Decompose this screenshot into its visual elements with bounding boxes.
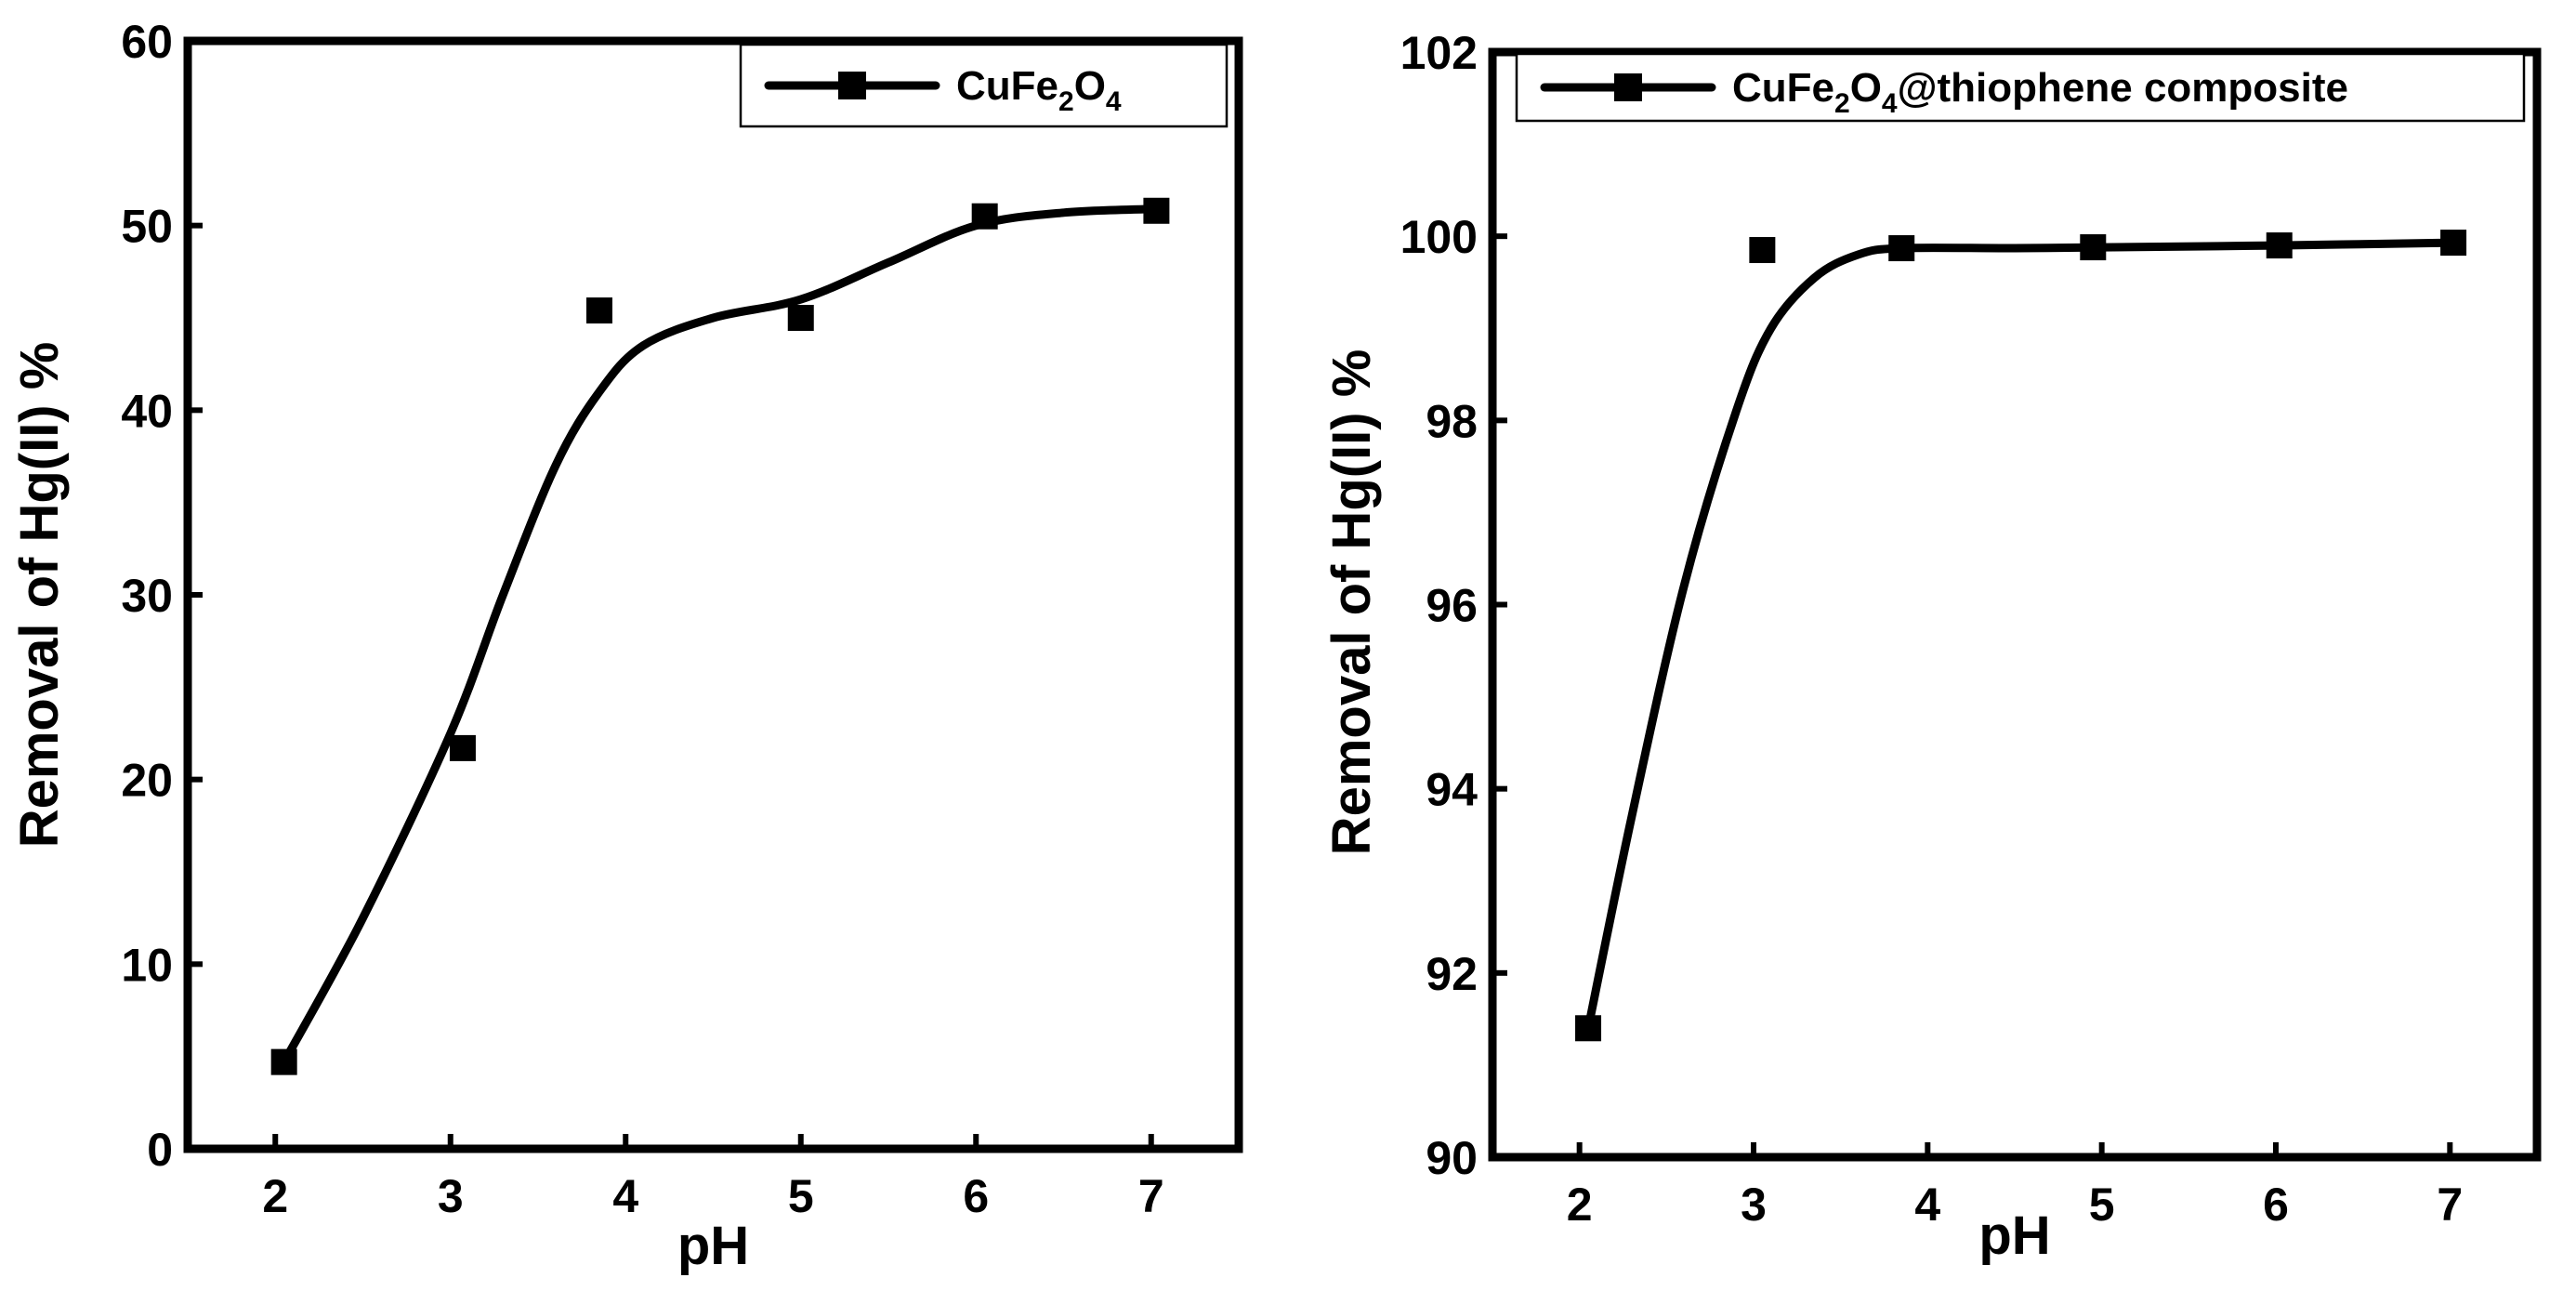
legend-subscript: 2 — [1834, 88, 1850, 119]
legend: CuFe2O4@thiophene composite — [1515, 52, 2526, 123]
legend: CuFe2O4 — [739, 43, 1229, 128]
data-point-marker — [449, 734, 476, 761]
data-point-marker — [1888, 235, 1915, 262]
y-tick-label: 20 — [121, 755, 173, 807]
chart-panel-2: 90 92 94 96 98 100 102 2 3 4 5 6 7 pH Removal of Hg(II… — [1321, 27, 2542, 1266]
x-tick-label: 2 — [1567, 1179, 1593, 1231]
plot-frame — [183, 36, 1243, 1153]
data-point-marker — [270, 1048, 297, 1075]
x-tick-label: 4 — [1914, 1179, 1940, 1231]
data-point-marker — [1749, 237, 1776, 264]
legend-text-part: O — [1850, 65, 1882, 111]
y-axis-title: Removal of Hg(II) % — [9, 342, 70, 849]
x-tick-label: 6 — [2263, 1179, 2289, 1231]
legend-text-part: CuFe — [956, 63, 1058, 109]
legend-text-part: O — [1074, 63, 1106, 109]
data-point-marker — [2440, 230, 2467, 257]
x-axis-title: pH — [677, 1216, 749, 1276]
y-tick-label: 102 — [1400, 27, 1478, 79]
y-tick-label: 10 — [121, 939, 173, 991]
x-tick-label: 7 — [1138, 1170, 1164, 1222]
legend-marker — [838, 72, 866, 99]
legend-subscript: 4 — [1106, 86, 1122, 117]
data-point-marker — [1575, 1015, 1602, 1042]
x-tick-label: 3 — [1741, 1179, 1767, 1231]
plot-frame — [1488, 47, 2542, 1162]
y-tick-label: 92 — [1426, 948, 1478, 1000]
y-tick-label: 100 — [1400, 211, 1478, 263]
data-point-marker — [2080, 234, 2107, 261]
data-point-marker — [971, 203, 998, 230]
legend-label: CuFe2O4 — [956, 63, 1122, 117]
y-tick-label: 0 — [147, 1124, 173, 1176]
y-tick-label: 94 — [1426, 764, 1478, 816]
y-tick-label: 30 — [121, 570, 173, 622]
y-tick-label: 60 — [121, 16, 173, 68]
x-tick-label: 4 — [612, 1170, 638, 1222]
series-line — [280, 204, 1161, 1067]
legend-label: CuFe2O4@thiophene composite — [1732, 65, 2348, 119]
x-tick-label: 6 — [963, 1170, 989, 1222]
legend-text-part: CuFe — [1732, 65, 1834, 111]
y-tick-label: 40 — [121, 385, 173, 437]
x-axis-title: pH — [1978, 1205, 2050, 1266]
y-tick-label: 96 — [1426, 580, 1478, 632]
x-tick-label: 5 — [788, 1170, 814, 1222]
x-tick-label: 5 — [2089, 1179, 2115, 1231]
y-tick-label: 98 — [1426, 395, 1478, 447]
data-point-marker — [1143, 197, 1170, 224]
legend-subscript: 2 — [1058, 86, 1074, 117]
y-tick-label: 50 — [121, 201, 173, 253]
data-point-marker — [585, 297, 612, 324]
x-tick-label: 3 — [438, 1170, 464, 1222]
series-line — [1584, 238, 2458, 1033]
legend-marker — [1614, 73, 1642, 101]
x-tick-label: 7 — [2437, 1179, 2463, 1231]
data-point-marker — [2266, 232, 2293, 259]
chart-panel-1: 0 10 20 30 40 50 60 2 3 4 5 6 7 pH Removal of Hg(II) %… — [9, 16, 1243, 1276]
x-tick-label: 2 — [262, 1170, 288, 1222]
y-axis-title: Removal of Hg(II) % — [1321, 349, 1382, 856]
legend-text-part: @thiophene composite — [1898, 65, 2348, 111]
y-tick-label: 90 — [1426, 1132, 1478, 1184]
data-point-marker — [787, 305, 814, 331]
legend-subscript: 4 — [1882, 88, 1898, 119]
